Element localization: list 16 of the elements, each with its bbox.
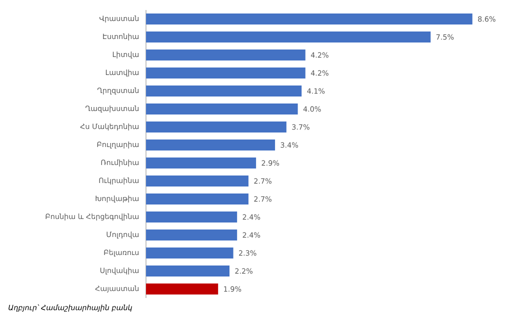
bar [146, 104, 298, 115]
bar [146, 212, 238, 223]
bar [146, 122, 286, 133]
bar [146, 68, 306, 79]
bar [146, 158, 256, 169]
bar [146, 140, 276, 151]
bar [146, 176, 248, 187]
bar [146, 50, 306, 61]
bar [146, 266, 230, 277]
bar [146, 14, 472, 25]
bar [146, 284, 218, 295]
bar [146, 230, 238, 241]
bar [146, 86, 302, 97]
bar [146, 32, 431, 43]
bar [146, 248, 234, 259]
bar [146, 194, 248, 205]
